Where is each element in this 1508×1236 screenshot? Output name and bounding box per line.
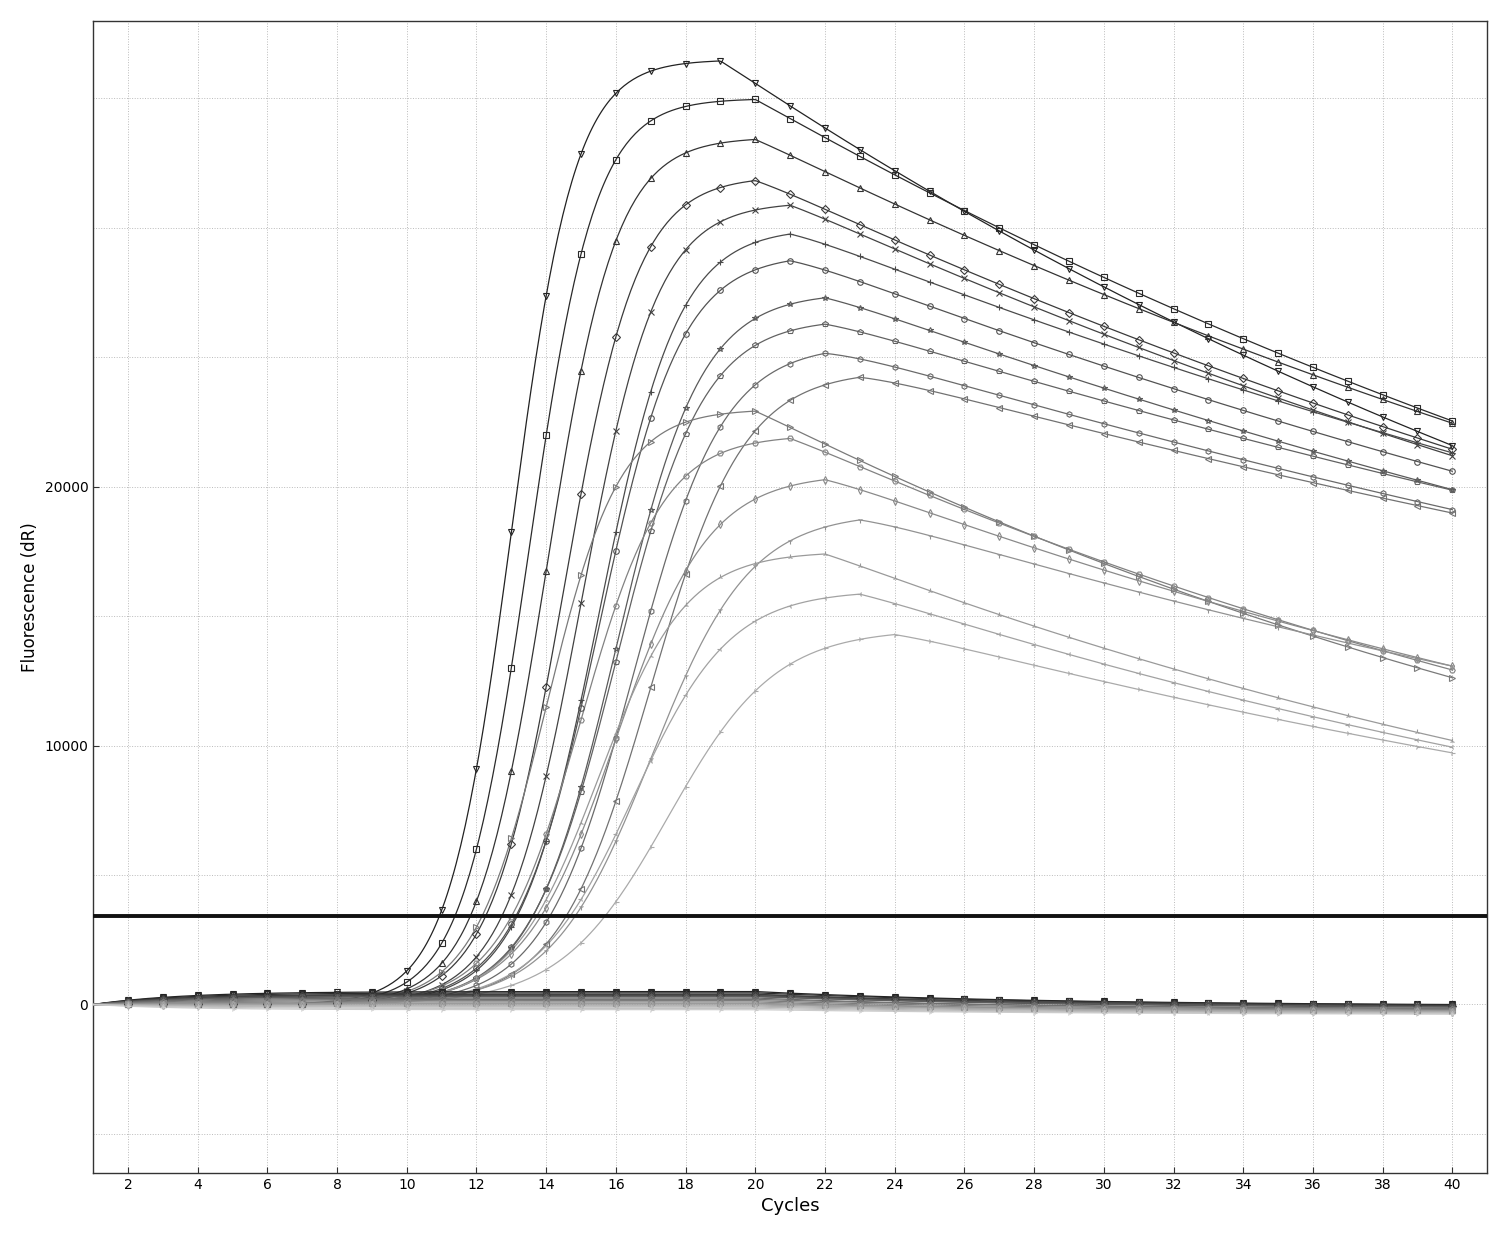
- X-axis label: Cycles: Cycles: [762, 1198, 819, 1215]
- Y-axis label: Fluorescence (dR): Fluorescence (dR): [21, 522, 39, 671]
